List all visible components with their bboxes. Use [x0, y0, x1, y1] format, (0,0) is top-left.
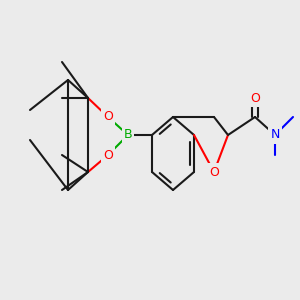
Text: N: N	[270, 128, 280, 142]
Text: O: O	[209, 166, 219, 178]
Text: O: O	[103, 110, 113, 124]
Text: B: B	[124, 128, 132, 142]
Text: O: O	[103, 148, 113, 161]
Text: O: O	[250, 92, 260, 104]
